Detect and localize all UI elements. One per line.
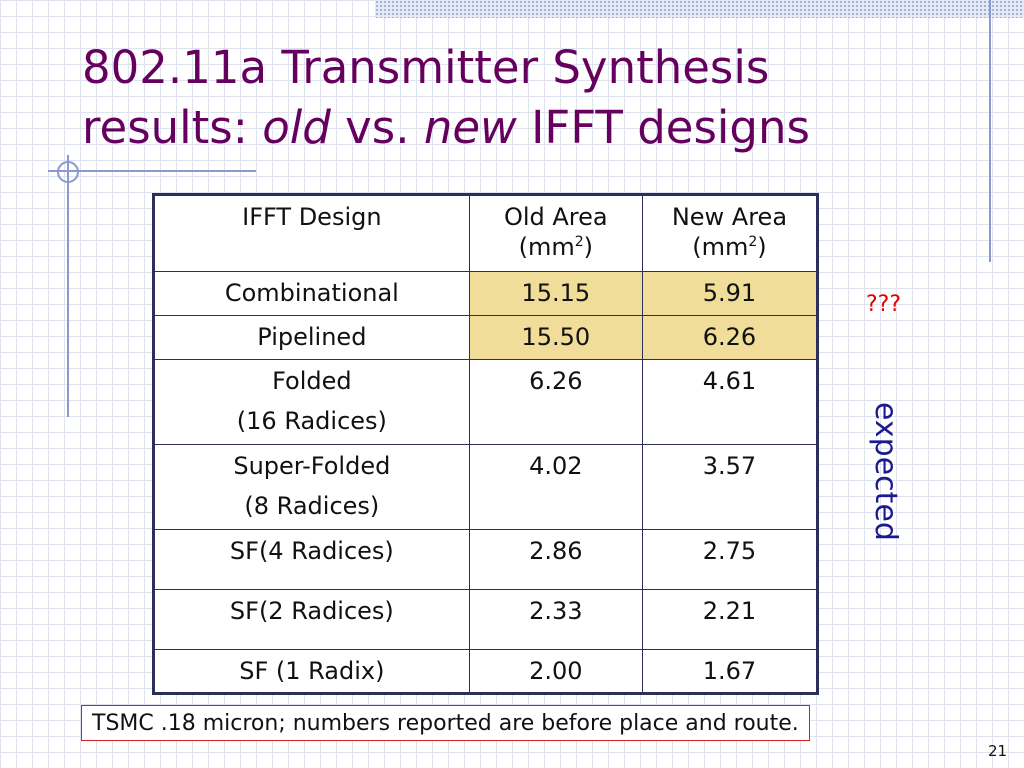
question-marks-annotation: ??? (866, 292, 902, 317)
table-row: Super-Folded (8 Radices) 4.02 3.57 (153, 444, 819, 530)
old-area-cell: 4.02 (468, 444, 643, 530)
table-row: SF(4 Radices) 2.86 2.75 (153, 529, 819, 590)
title-suffix: IFFT designs (516, 101, 810, 154)
table-row: SF (1 Radix) 2.00 1.67 (153, 649, 819, 694)
design-cell: Combinational (153, 271, 470, 316)
table-row: Pipelined 15.50 6.26 (153, 315, 819, 360)
new-area-cell: 2.21 (641, 589, 819, 650)
old-area-cell: 2.33 (468, 589, 643, 650)
results-table: IFFT Design Old Area (mm2) New Area (mm2) … (152, 193, 819, 695)
decorative-top-band (375, 0, 1024, 18)
decorative-crosshair-icon (57, 161, 79, 183)
title-line-2: results: old vs. new IFFT designs (82, 98, 982, 158)
old-area-cell: 2.86 (468, 529, 643, 590)
new-area-cell: 1.67 (641, 649, 819, 694)
slide-title: 802.11a Transmitter Synthesis results: o… (82, 38, 982, 158)
table-row: SF(2 Radices) 2.33 2.21 (153, 589, 819, 650)
new-area-cell: 6.26 (641, 315, 819, 360)
decorative-vertical-line-left (67, 155, 69, 417)
old-area-cell: 2.00 (468, 649, 643, 694)
title-line-1: 802.11a Transmitter Synthesis (82, 41, 770, 94)
table-row: Folded (16 Radices) 6.26 4.61 (153, 359, 819, 445)
design-cell: SF(2 Radices) (153, 589, 470, 650)
slide-number: 21 (988, 742, 1008, 760)
title-prefix: results: (82, 101, 263, 154)
old-area-cell: 15.15 (468, 271, 643, 316)
design-cell: SF(4 Radices) (153, 529, 470, 590)
design-cell: Pipelined (153, 315, 470, 360)
title-vs: vs. (330, 101, 424, 154)
new-area-cell: 4.61 (641, 359, 819, 445)
new-area-cell: 3.57 (641, 444, 819, 530)
old-area-cell: 15.50 (468, 315, 643, 360)
header-design: IFFT Design (153, 194, 470, 272)
title-new: new (423, 101, 517, 154)
header-new-area: New Area (mm2) (641, 194, 819, 272)
header-old-area: Old Area (mm2) (468, 194, 643, 272)
design-cell: Folded (16 Radices) (153, 359, 470, 445)
title-old: old (262, 101, 331, 154)
new-area-cell: 5.91 (641, 271, 819, 316)
table-row: Combinational 15.15 5.91 (153, 271, 819, 316)
new-area-cell: 2.75 (641, 529, 819, 590)
expected-annotation: expected (868, 402, 903, 541)
design-cell: SF (1 Radix) (153, 649, 470, 694)
decorative-vertical-line-right (989, 0, 991, 262)
design-cell: Super-Folded (8 Radices) (153, 444, 470, 530)
footnote-box: TSMC .18 micron; numbers reported are be… (81, 705, 810, 741)
decorative-horizontal-line (48, 170, 256, 172)
table-header-row: IFFT Design Old Area (mm2) New Area (mm2) (153, 194, 819, 272)
old-area-cell: 6.26 (468, 359, 643, 445)
